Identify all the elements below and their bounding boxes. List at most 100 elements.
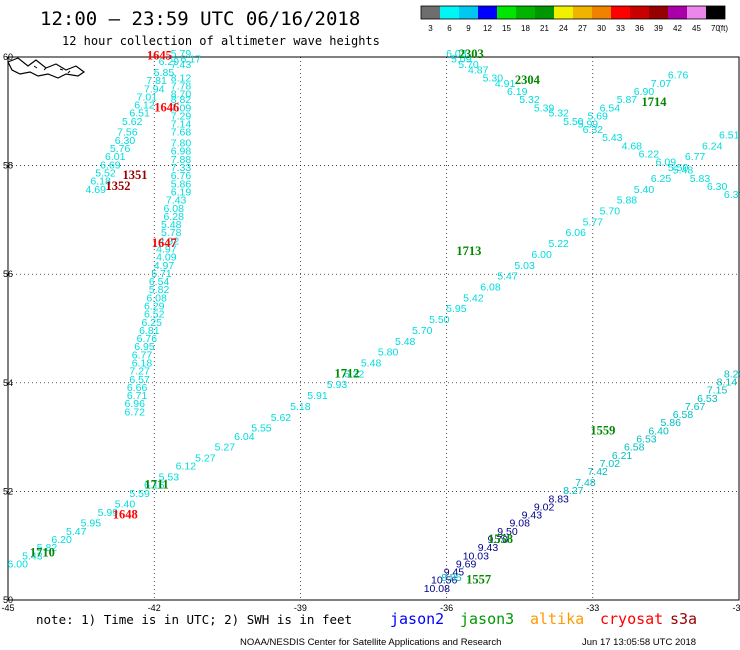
swh-value-s3a: 6.28 <box>163 211 184 223</box>
swh-value-s3a: 7.88 <box>171 154 192 166</box>
swh-value-s3a: 6.18 <box>132 358 153 370</box>
axis-tick-labels: -45 -42 -39 -36 -33 -30 60 58 56 54 52 50 <box>1 52 740 613</box>
swh-value-jason2: 10.56 <box>431 575 457 587</box>
swh-value-jason2: 7.42 <box>587 466 608 478</box>
swh-value-jason3: 5.42 <box>463 292 484 304</box>
swh-value-jason3: 6.19 <box>507 86 528 98</box>
scale-swatch <box>440 6 459 19</box>
swh-value-s3a: 5.79 <box>171 48 192 60</box>
swh-value-s3a: 6.96 <box>124 398 145 410</box>
swh-value-s3a: 6.69 <box>100 159 121 171</box>
swh-value-s3a: 5.62 <box>122 116 143 128</box>
swh-value-jason3: 5.47 <box>497 271 518 283</box>
swh-value-s3a: 6.19 <box>171 186 192 198</box>
scale-label: 70 <box>711 24 720 33</box>
swh-value-jason3: 6.77 <box>685 151 706 163</box>
swh-value-jason3: 6.31 <box>724 189 740 201</box>
coastline-shape <box>7 57 86 79</box>
swh-value-jason3: 5.93 <box>327 379 348 391</box>
timestamp-text: Jun 17 13:05:58 UTC 2018 <box>582 637 696 648</box>
swh-value-jason3: 6.03 <box>446 48 467 60</box>
swh-value-jason3: 5.50 <box>668 162 689 174</box>
swh-value-jason2: 8.85 <box>441 572 462 584</box>
swh-value-s3a: 7.43 <box>171 59 192 71</box>
swh-value-jason2: 9.45 <box>444 567 465 579</box>
swh-value-jason2: 6.21 <box>612 450 633 462</box>
pass-time-label: 2303 <box>459 47 484 61</box>
swh-value-s3a: 5.78 <box>161 227 182 239</box>
swh-value-s3a: 6.25 <box>142 317 163 329</box>
chart-title: 12:00 – 23:59 UTC 06/16/2018 <box>40 8 360 30</box>
swh-value-jason3: 5.09 <box>451 53 472 65</box>
swh-value-jason2: 9.70 <box>488 534 509 546</box>
swh-value-s3a: 5.71 <box>151 268 172 280</box>
scale-label: 24 <box>559 24 568 33</box>
swh-value-s3a: 7.01 <box>137 91 158 103</box>
swh-value-jason3: 6.09 <box>656 157 677 169</box>
swh-value-jason3: 5.32 <box>519 94 540 106</box>
swh-value-jason3: 5.87 <box>617 94 638 106</box>
swh-value-s3a: 6.01 <box>105 151 126 163</box>
swh-value-jason3: 6.00 <box>8 558 29 570</box>
pass-time-label: 1558 <box>488 532 513 546</box>
swh-value-s3a: 4.97 <box>154 260 175 272</box>
swh-value-jason3: 5.47 <box>66 526 87 538</box>
scale-swatch <box>649 6 668 19</box>
swh-value-s3a: 6.76 <box>171 170 192 182</box>
swh-value-jason3: 5.43 <box>602 132 623 144</box>
credit-text: NOAA/NESDIS Center for Satellite Applica… <box>240 637 501 648</box>
pass-time-label: 2304 <box>515 73 541 87</box>
pass-time-label: 1713 <box>456 244 481 258</box>
scale-swatch <box>421 6 440 19</box>
swh-value-jason3: 6.20 <box>51 534 72 546</box>
pass-time-label: 1714 <box>642 95 668 109</box>
scale-swatch <box>497 6 516 19</box>
scale-label: 27 <box>578 24 587 33</box>
swh-value-jason3: 5.48 <box>361 358 382 370</box>
swh-value-jason3: 5.59 <box>129 488 150 500</box>
swh-value-jason3: 5.83 <box>690 173 711 185</box>
swh-value-jason3: 4.68 <box>622 140 643 152</box>
footnote: note: 1) Time is in UTC; 2) SWH is in fe… <box>36 612 352 627</box>
scale-label: 21 <box>540 24 549 33</box>
scale-label: 36 <box>635 24 644 33</box>
swh-value-jason3: 5.43 <box>22 550 43 562</box>
swh-value-s3a: 6.29 <box>144 300 165 312</box>
x-tick-label: -45 <box>1 603 14 613</box>
pass-time-label: 1559 <box>590 423 615 437</box>
pass-time-label: 1645 <box>147 49 172 63</box>
swh-value-jason2: 8.26 <box>724 368 740 380</box>
y-tick-label: 52 <box>3 486 13 496</box>
chart-subtitle: 12 hour collection of altimeter wave hei… <box>62 34 380 48</box>
swh-value-jason3: 5.95 <box>446 303 467 315</box>
swh-value-jason3: 5.82 <box>37 542 58 554</box>
swh-value-jason3: 5.27 <box>195 453 216 465</box>
swh-value-jason3: 4.87 <box>468 64 489 76</box>
swh-value-jason2: 9.43 <box>522 510 543 522</box>
swh-value-s3a: 7.33 <box>171 162 192 174</box>
scale-label: 6 <box>447 24 452 33</box>
swh-value-s3a: 6.08 <box>163 203 184 215</box>
swh-value-s3a: 7.09 <box>171 102 192 114</box>
swh-value-s3a: 6.76 <box>137 333 158 345</box>
scale-swatch <box>592 6 611 19</box>
scale-swatch <box>706 6 725 19</box>
swh-value-jason3: 6.06 <box>566 227 587 239</box>
plot-frame <box>7 56 740 601</box>
scale-border <box>420 5 726 20</box>
x-tick-label: -36 <box>440 603 453 613</box>
swh-value-jason3: 5.48 <box>395 336 416 348</box>
scale-label: 9 <box>466 24 471 33</box>
scale-label: 12 <box>483 24 492 33</box>
pass-time-label: 1352 <box>105 179 130 193</box>
scale-label: 30 <box>597 24 606 33</box>
swh-value-jason3: 5.80 <box>378 347 399 359</box>
swh-value-jason2: 7.67 <box>685 401 706 413</box>
swh-value-labels: 5.796.176.297.435.858.127.81 7.787.94 8.70… <box>8 48 740 595</box>
scale-swatch <box>459 6 478 19</box>
swh-value-jason3: 5.70 <box>412 325 433 337</box>
legend-jason3: jason3 <box>460 610 514 628</box>
swh-value-jason3: 6.90 <box>634 86 655 98</box>
